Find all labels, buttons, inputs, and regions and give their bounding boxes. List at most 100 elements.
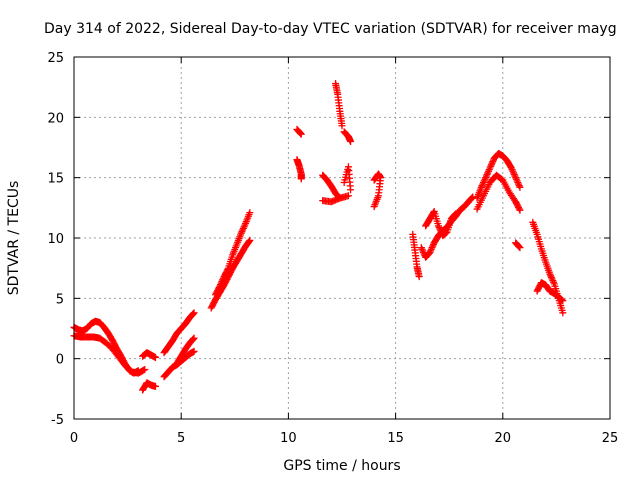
data-point	[435, 224, 443, 232]
data-point	[241, 221, 249, 229]
data-point	[419, 248, 427, 256]
data-point	[151, 382, 159, 390]
y-axis-label: SDTVAR / TECUs	[6, 181, 22, 296]
data-point	[508, 166, 516, 174]
data-point	[549, 277, 557, 285]
data-point	[217, 279, 225, 287]
data-point	[451, 211, 459, 219]
data-point	[218, 277, 226, 285]
data-point	[559, 309, 567, 317]
data-point	[415, 273, 423, 281]
series-arc-g	[173, 334, 198, 367]
data-point	[507, 164, 515, 172]
x-tick-label: 25	[602, 431, 619, 446]
series-arc-t	[422, 207, 460, 240]
data-point	[515, 205, 523, 213]
data-point	[477, 183, 485, 191]
data-point	[427, 247, 435, 255]
data-point	[516, 244, 524, 252]
data-point	[478, 182, 486, 190]
y-tick-label: 25	[47, 51, 64, 66]
data-point	[151, 353, 159, 361]
data-point	[338, 122, 346, 130]
data-point	[189, 336, 197, 344]
data-point	[215, 284, 223, 292]
data-point	[347, 137, 355, 145]
series-arc-h	[207, 236, 254, 312]
data-point	[245, 237, 253, 245]
data-point	[546, 270, 554, 278]
series-arc-d	[139, 379, 159, 394]
data-point	[512, 175, 520, 183]
y-tick-label: 0	[56, 353, 64, 368]
data-point	[141, 366, 149, 374]
data-point	[417, 244, 425, 252]
data-point	[240, 223, 248, 231]
data-point	[514, 178, 522, 186]
data-point	[509, 167, 517, 175]
data-point	[238, 228, 246, 236]
data-point	[480, 177, 488, 185]
data-point	[481, 175, 489, 183]
x-tick-label: 20	[495, 431, 512, 446]
series-arc-w	[512, 239, 524, 252]
data-point	[217, 281, 225, 289]
data-point	[239, 224, 247, 232]
data-point	[216, 282, 224, 290]
data-point	[516, 206, 524, 214]
data-point	[189, 335, 197, 343]
data-point	[515, 182, 523, 190]
series-arc-e	[160, 309, 198, 357]
x-tick-label: 15	[387, 431, 404, 446]
data-point	[484, 169, 492, 177]
data-point	[482, 174, 490, 182]
data-point	[548, 275, 556, 283]
series-arc-n	[332, 80, 346, 130]
y-tick-label: -5	[51, 413, 64, 428]
data-point	[297, 130, 305, 138]
data-point	[547, 273, 555, 281]
data-point	[246, 209, 254, 217]
series-arc-j	[293, 125, 305, 138]
series-arc-l	[319, 171, 344, 202]
data-point	[479, 180, 487, 188]
series-arc-k	[293, 156, 305, 183]
data-point	[190, 309, 198, 317]
data-point	[487, 162, 495, 170]
data-point	[428, 244, 436, 252]
series-arc-q	[370, 170, 385, 211]
data-point	[512, 174, 520, 182]
x-axis-label: GPS time / hours	[283, 458, 400, 474]
chart-title: Day 314 of 2022, Sidereal Day-to-day VTE…	[44, 21, 617, 37]
data-point	[515, 242, 523, 250]
data-point	[515, 180, 523, 188]
y-tick-label: 10	[47, 232, 64, 247]
data-point	[450, 211, 458, 219]
series-arc-u	[473, 150, 524, 202]
series-arc-i	[212, 209, 254, 299]
data-point	[347, 186, 355, 194]
data-point	[513, 177, 521, 185]
data-point	[297, 129, 305, 137]
series-arc-p	[340, 163, 355, 194]
data-point	[429, 242, 437, 250]
x-tick-label: 0	[70, 431, 78, 446]
series-arc-y	[533, 279, 567, 305]
data-point	[370, 203, 378, 211]
data-point	[511, 172, 519, 180]
x-tick-label: 10	[280, 431, 297, 446]
data-point	[344, 192, 352, 200]
data-point	[550, 278, 558, 286]
series-arc-m	[319, 192, 352, 206]
data-point	[419, 247, 427, 255]
data-point	[190, 334, 198, 342]
data-point	[452, 210, 460, 218]
data-point	[488, 159, 496, 167]
y-tick-label: 20	[47, 111, 64, 126]
data-point	[486, 164, 494, 172]
data-point	[429, 209, 437, 217]
series-arc-c	[139, 349, 159, 361]
data-point	[482, 172, 490, 180]
data-point	[437, 227, 445, 235]
